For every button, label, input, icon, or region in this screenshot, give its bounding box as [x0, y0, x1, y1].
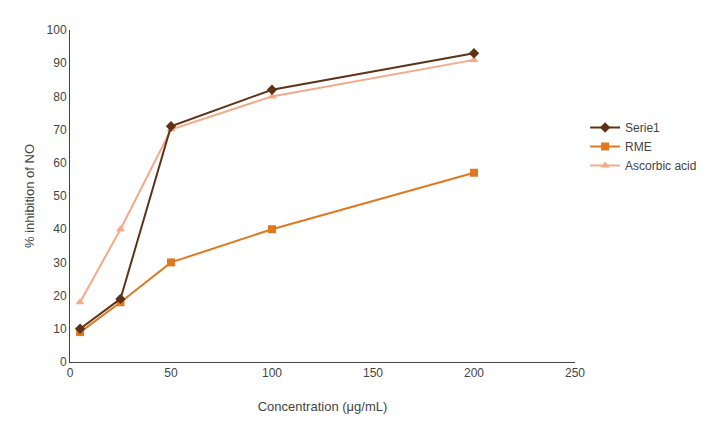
svg-text:20: 20 — [53, 289, 67, 303]
svg-text:150: 150 — [363, 366, 383, 380]
svg-text:100: 100 — [262, 366, 282, 380]
svg-text:Concentration (μg/mL): Concentration (μg/mL) — [258, 399, 388, 414]
svg-text:Ascorbic acid: Ascorbic acid — [625, 159, 696, 173]
svg-text:70: 70 — [53, 123, 67, 137]
svg-text:50: 50 — [164, 366, 178, 380]
svg-text:50: 50 — [53, 189, 67, 203]
svg-text:250: 250 — [565, 366, 585, 380]
svg-text:40: 40 — [53, 222, 67, 236]
svg-text:0: 0 — [60, 355, 67, 369]
svg-text:Serie1: Serie1 — [625, 121, 660, 135]
svg-text:80: 80 — [53, 90, 67, 104]
svg-text:90: 90 — [53, 56, 67, 70]
svg-text:200: 200 — [464, 366, 484, 380]
svg-text:100: 100 — [47, 23, 67, 37]
svg-text:RME: RME — [625, 140, 652, 154]
svg-text:10: 10 — [53, 322, 67, 336]
svg-text:30: 30 — [53, 256, 67, 270]
svg-text:% inhibition of NO: % inhibition of NO — [22, 144, 37, 248]
svg-text:60: 60 — [53, 156, 67, 170]
svg-text:0: 0 — [67, 366, 74, 380]
